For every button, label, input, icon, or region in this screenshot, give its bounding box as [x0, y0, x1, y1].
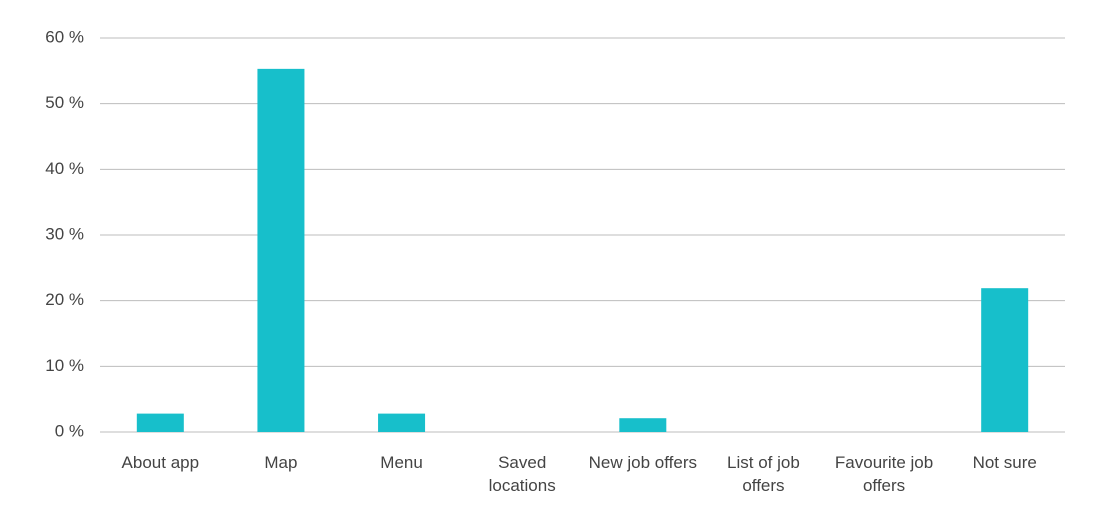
bar — [981, 288, 1029, 432]
bar — [257, 68, 305, 432]
y-tick-label: 20 % — [45, 290, 84, 309]
x-tick-label: About app — [121, 453, 200, 472]
bar — [378, 413, 426, 432]
x-tick-label: Not sure — [972, 453, 1037, 472]
x-tick-label: List of job offers — [727, 453, 800, 495]
y-tick-label: 0 % — [55, 421, 84, 440]
x-tick-label: Saved locations — [488, 453, 556, 495]
bar — [619, 418, 667, 432]
bar — [136, 413, 184, 432]
y-tick-label: 40 % — [45, 159, 84, 178]
y-tick-label: 10 % — [45, 356, 84, 375]
y-tick-label: 50 % — [45, 93, 84, 112]
x-tick-label: Favourite job offers — [834, 453, 934, 495]
y-tick-label: 60 % — [45, 27, 84, 46]
y-tick-label: 30 % — [45, 224, 84, 243]
x-tick-label: Map — [264, 453, 298, 472]
x-tick-label: Menu — [380, 453, 423, 472]
x-tick-label: New job offers — [588, 453, 697, 472]
